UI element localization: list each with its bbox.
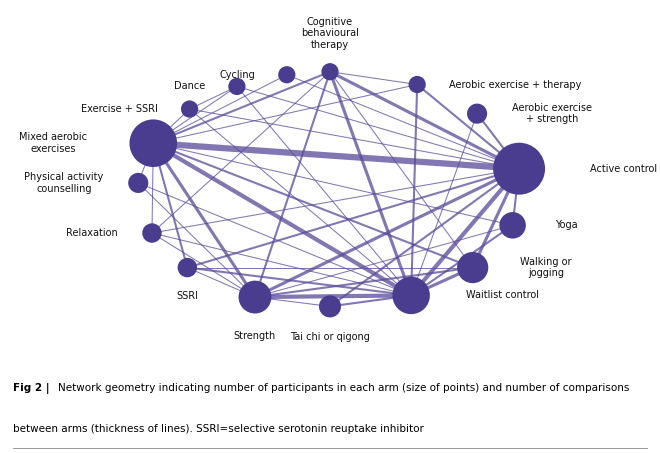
Text: Network geometry indicating number of participants in each arm (size of points) : Network geometry indicating number of pa… [58, 383, 630, 393]
Point [182, 264, 193, 271]
Text: Yoga: Yoga [554, 220, 578, 230]
Text: Active control: Active control [591, 164, 657, 173]
Text: Exercise + SSRI: Exercise + SSRI [81, 104, 158, 114]
Text: Physical activity
counselling: Physical activity counselling [24, 172, 104, 194]
Point [147, 229, 157, 236]
Text: Cycling: Cycling [220, 70, 255, 80]
Point [412, 81, 422, 88]
Point [148, 140, 158, 147]
Point [513, 165, 524, 172]
Point [282, 71, 292, 78]
Point [406, 292, 416, 299]
Point [467, 264, 478, 271]
Text: Tai chi or qigong: Tai chi or qigong [290, 332, 370, 342]
Point [184, 106, 195, 113]
Text: Aerobic exercise + therapy: Aerobic exercise + therapy [449, 80, 581, 90]
Point [325, 68, 335, 75]
Text: Relaxation: Relaxation [66, 228, 118, 238]
Text: Waitlist control: Waitlist control [466, 290, 539, 300]
Text: Mixed aerobic
exercises: Mixed aerobic exercises [19, 132, 87, 154]
Text: Aerobic exercise
+ strength: Aerobic exercise + strength [512, 103, 592, 125]
Text: SSRI: SSRI [176, 291, 198, 301]
Text: Walking or
jogging: Walking or jogging [520, 257, 572, 279]
Point [232, 83, 242, 90]
Text: Fig 2 |: Fig 2 | [13, 383, 53, 394]
Point [325, 303, 335, 310]
Text: Strength: Strength [234, 331, 276, 342]
Text: Cognitive
behavioural
therapy: Cognitive behavioural therapy [301, 17, 359, 50]
Point [508, 222, 518, 229]
Text: Dance: Dance [174, 82, 205, 92]
Text: between arms (thickness of lines). SSRI=selective serotonin reuptake inhibitor: between arms (thickness of lines). SSRI=… [13, 424, 424, 434]
Point [249, 294, 260, 301]
Point [472, 110, 482, 117]
Point [133, 179, 143, 187]
